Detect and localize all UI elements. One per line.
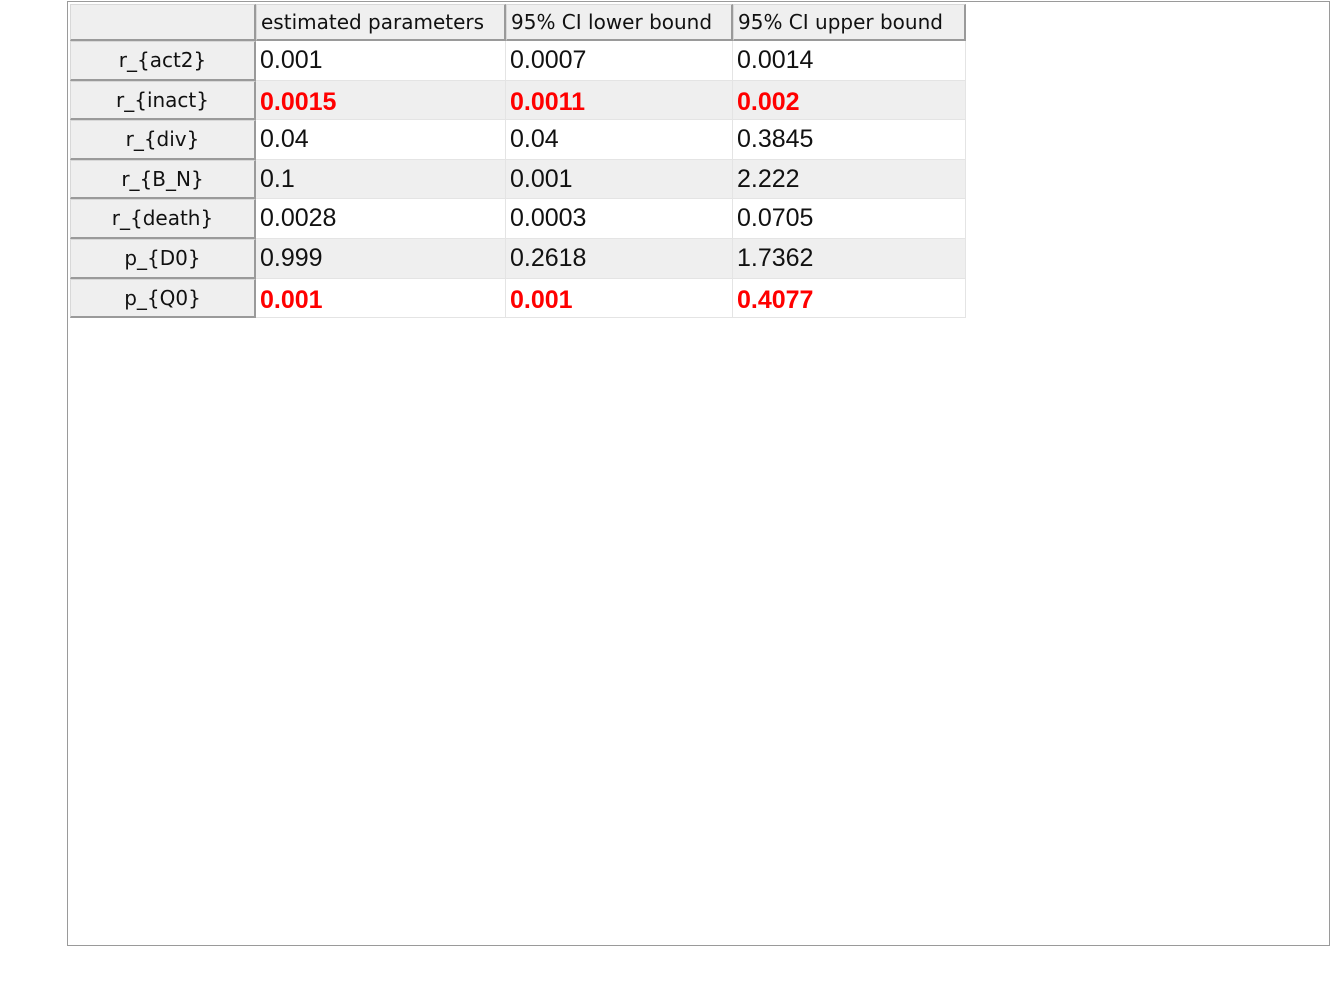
table-cell[interactable]: 0.0705	[733, 199, 966, 239]
table-cell[interactable]: 0.0028	[256, 199, 506, 239]
table-cell[interactable]: 0.0003	[506, 199, 733, 239]
table-cell[interactable]: 0.2618	[506, 238, 733, 279]
row-header[interactable]: r_{act2}	[70, 41, 256, 81]
row-header[interactable]: p_{D0}	[70, 238, 256, 279]
table-cell[interactable]: 0.001	[256, 41, 506, 81]
table-cell[interactable]: 1.7362	[733, 238, 966, 279]
table-cell[interactable]: 0.001	[256, 278, 506, 319]
table-cell[interactable]: 2.222	[733, 159, 966, 200]
corner-header[interactable]	[70, 4, 256, 41]
table-cell[interactable]: 0.1	[256, 159, 506, 200]
row-header[interactable]: p_{Q0}	[70, 278, 256, 319]
table-cell[interactable]: 0.0007	[506, 41, 733, 81]
table-cell[interactable]: 0.04	[506, 120, 733, 160]
table-cell[interactable]: 0.001	[506, 278, 733, 319]
table-cell[interactable]: 0.001	[506, 159, 733, 200]
row-header[interactable]: r_{death}	[70, 199, 256, 239]
table-cell[interactable]: 0.04	[256, 120, 506, 160]
table-cell[interactable]: 0.002	[733, 80, 966, 121]
row-header[interactable]: r_{inact}	[70, 80, 256, 121]
table-cell[interactable]: 0.0011	[506, 80, 733, 121]
table-cell[interactable]: 0.4077	[733, 278, 966, 319]
column-header-ci-lower-bound[interactable]: 95% CI lower bound	[506, 4, 733, 41]
column-header-ci-upper-bound[interactable]: 95% CI upper bound	[733, 4, 966, 41]
column-header-estimated-parameters[interactable]: estimated parameters	[256, 4, 506, 41]
table-cell[interactable]: 0.0015	[256, 80, 506, 121]
table-grid: estimated parameters 95% CI lower bound …	[70, 4, 966, 319]
row-header[interactable]: r_{div}	[70, 120, 256, 160]
table-cell[interactable]: 0.3845	[733, 120, 966, 160]
parameter-table: estimated parameters 95% CI lower bound …	[67, 1, 1330, 946]
row-header[interactable]: r_{B_N}	[70, 159, 256, 200]
table-cell[interactable]: 0.999	[256, 238, 506, 279]
table-cell[interactable]: 0.0014	[733, 41, 966, 81]
